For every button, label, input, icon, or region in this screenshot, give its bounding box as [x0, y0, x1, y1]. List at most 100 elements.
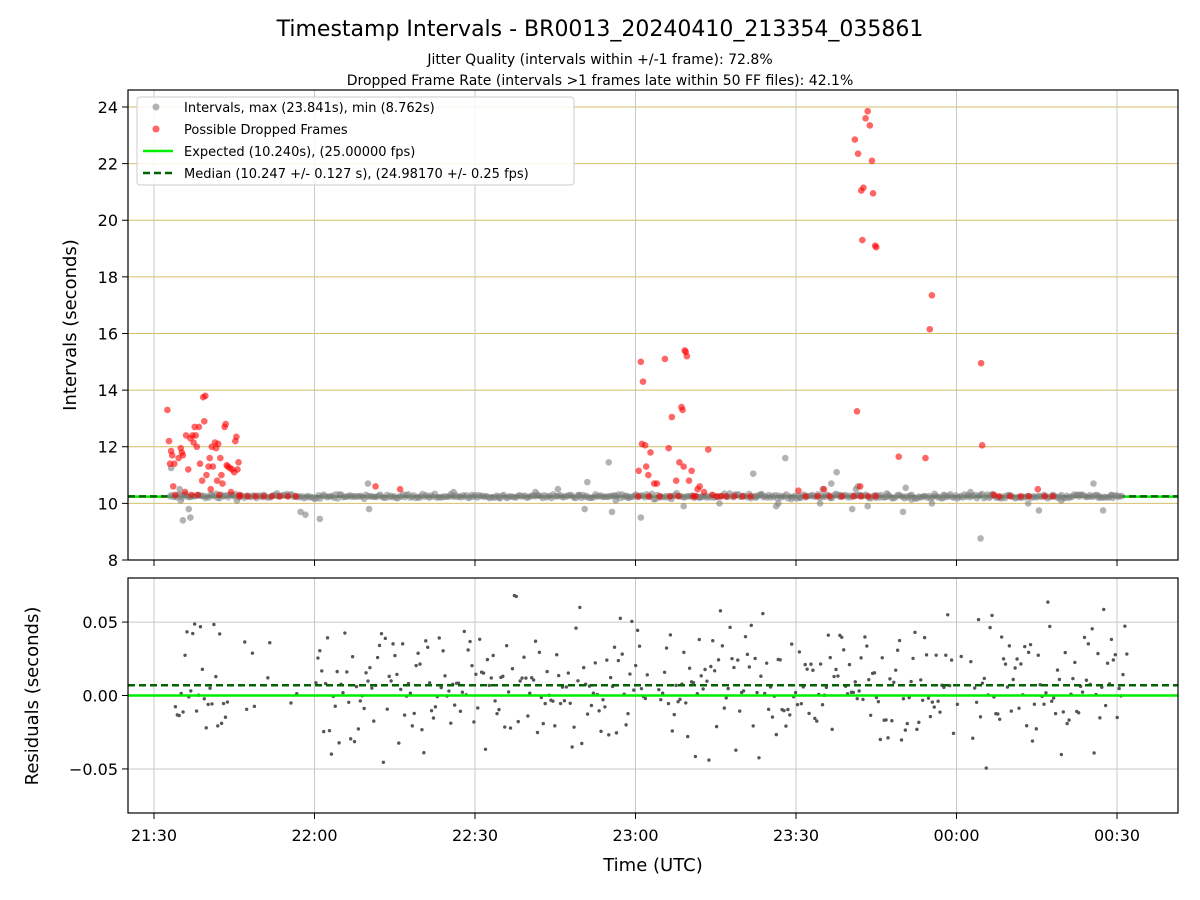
residual-point: [551, 699, 555, 703]
residual-point: [243, 640, 247, 644]
residual-point: [919, 678, 923, 682]
dropped-frame-point: [665, 444, 672, 452]
residual-point: [350, 655, 355, 659]
residual-point: [605, 658, 609, 662]
residual-point: [892, 680, 896, 685]
interval-point: [187, 514, 194, 521]
residual-point: [362, 706, 366, 711]
residual-point: [1096, 651, 1100, 656]
residual-point: [522, 655, 526, 659]
top-y-tick-label: 10: [98, 494, 118, 513]
residual-point: [528, 691, 532, 695]
interval-point: [816, 500, 824, 507]
residual-point: [634, 663, 638, 668]
dropped-frame-point: [864, 492, 872, 500]
interval-point: [977, 535, 984, 542]
residual-point: [788, 713, 792, 717]
dropped-frame-point: [739, 492, 746, 500]
residual-point: [316, 656, 320, 660]
legend-label-dropped: Possible Dropped Frames: [184, 123, 348, 138]
residual-point: [591, 691, 596, 695]
dropped-frame-point: [164, 406, 171, 414]
residual-point: [366, 679, 370, 683]
bottom-y-tick-label: 0.05: [82, 613, 118, 632]
residual-point: [1034, 727, 1039, 731]
residual-point: [381, 760, 386, 764]
dropped-frame-point: [209, 463, 217, 470]
residual-point: [657, 687, 661, 692]
residual-point: [971, 736, 975, 740]
residual-point: [399, 687, 403, 692]
residual-point: [686, 734, 690, 739]
interval-point: [1076, 491, 1083, 499]
residual-point: [572, 725, 576, 729]
interval-point: [177, 497, 185, 504]
residual-point: [531, 678, 536, 682]
top-data-points: [164, 107, 1125, 542]
dropped-frame-point: [866, 122, 874, 129]
residual-point: [452, 703, 457, 707]
residual-point: [389, 679, 393, 683]
residual-point: [354, 684, 359, 689]
residual-point: [828, 655, 832, 660]
interval-point: [584, 478, 591, 486]
interval-point: [179, 517, 187, 524]
dropped-frame-point: [200, 417, 208, 425]
interval-point: [1094, 494, 1102, 502]
dropped-frame-point: [717, 492, 725, 500]
dropped-frame-point: [169, 483, 177, 490]
residual-point: [458, 709, 463, 713]
interval-point: [908, 491, 915, 499]
residual-point: [1059, 752, 1064, 757]
residual-point: [639, 686, 644, 691]
residual-point: [876, 699, 881, 704]
dropped-frame-point: [723, 492, 730, 500]
x-tick-label: 00:30: [1094, 826, 1140, 845]
residual-point: [268, 641, 272, 645]
interval-point: [848, 505, 856, 513]
residual-point: [370, 686, 374, 690]
dropped-frame-point: [859, 236, 866, 244]
residual-point: [890, 719, 894, 723]
residual-point: [1115, 715, 1119, 720]
interval-point: [316, 515, 324, 523]
interval-point: [1035, 507, 1043, 514]
residual-point: [795, 702, 800, 707]
residual-point: [537, 650, 542, 655]
residual-point: [219, 721, 224, 726]
residual-point: [364, 671, 368, 675]
top-y-tick-label: 20: [98, 211, 118, 230]
dropped-frame-point: [857, 492, 865, 500]
dropped-frame-point: [872, 492, 879, 500]
residual-point: [820, 703, 825, 707]
residual-point: [383, 636, 388, 641]
residual-point: [982, 676, 987, 681]
dropped-frame-point: [838, 492, 846, 500]
residual-point: [481, 671, 486, 675]
residual-point: [718, 609, 723, 613]
dropped-frame-point: [704, 446, 712, 453]
residual-point: [818, 662, 823, 666]
x-tick-label: 21:30: [131, 826, 177, 845]
residual-point: [173, 705, 178, 709]
dropped-frame-point: [826, 492, 834, 500]
residual-point: [1061, 710, 1065, 714]
dropped-frame-point: [653, 480, 661, 487]
residual-point: [495, 711, 499, 716]
residual-point: [676, 700, 680, 704]
residual-point: [793, 690, 798, 695]
interval-point: [902, 484, 909, 492]
residual-point: [476, 706, 480, 710]
residual-point: [851, 690, 856, 695]
dropped-frame-point: [679, 406, 686, 414]
x-tick-label: 00:00: [933, 826, 979, 845]
interval-point: [1090, 480, 1097, 487]
residual-point: [198, 625, 203, 629]
residual-point: [972, 686, 977, 690]
dropped-frame-point: [978, 442, 986, 449]
residual-point: [422, 751, 426, 755]
residual-point: [212, 622, 216, 627]
residual-point: [1073, 660, 1077, 665]
residual-point: [1067, 718, 1071, 722]
residual-point: [483, 747, 488, 751]
